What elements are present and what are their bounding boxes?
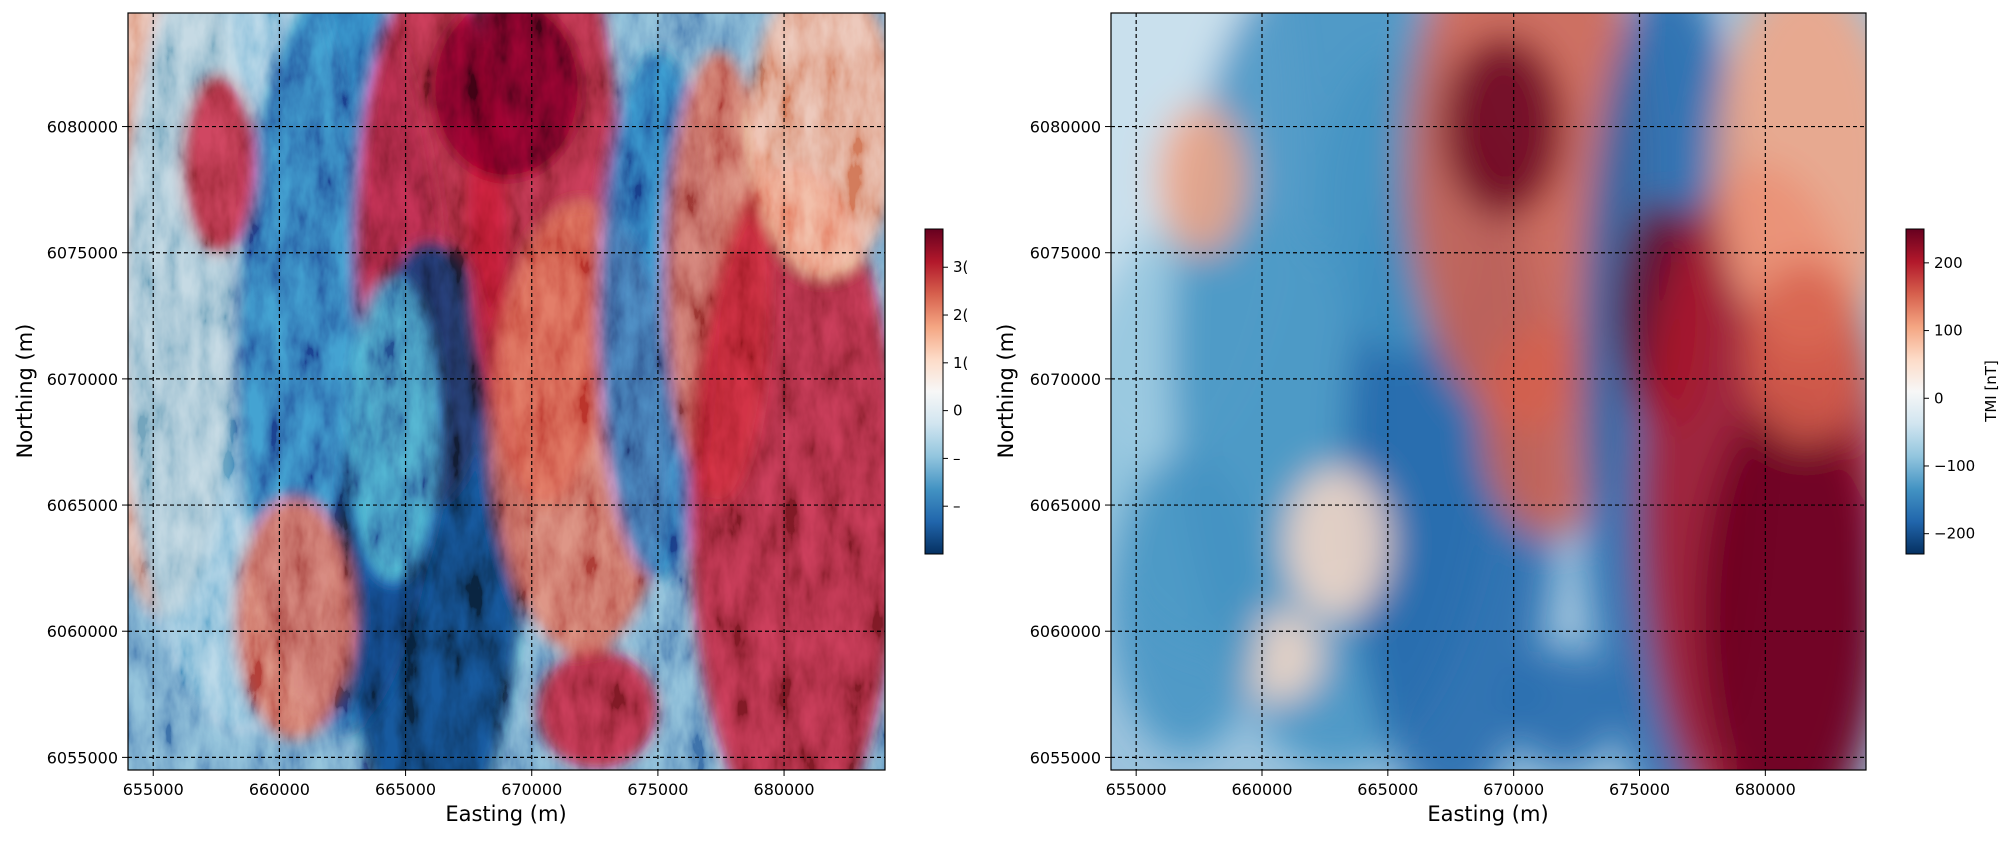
x-tick-label: 655000: [1106, 780, 1167, 799]
colorbar-tick-label: 100: [1934, 322, 1963, 340]
x-axis-label: Easting (m): [1427, 802, 1548, 826]
tmi-panel: 655000 660000 665000 670000 675000 680000 605…: [994, 12, 2000, 826]
x-tick-label: 655000: [123, 780, 184, 799]
x-ticks: 655000 660000 665000 670000 675000 680000: [1106, 770, 1796, 799]
y-tick-label: 6070000: [1030, 370, 1101, 389]
hillshade-texture: [128, 13, 885, 770]
colorbar-tick-label: 1(: [953, 354, 968, 372]
y-tick-label: 6075000: [47, 244, 118, 263]
x-axis-label: Easting (m): [445, 802, 566, 826]
x-ticks: 655000 660000 665000 670000 675000 680000: [123, 770, 815, 799]
colorbar-tick-label: −200: [1934, 525, 1975, 543]
axes-frame: [127, 12, 886, 771]
anomaly-blob: [1156, 103, 1247, 256]
y-axis-label: Northing (m): [13, 324, 37, 459]
y-tick-label: 6080000: [47, 118, 118, 137]
colorbar-tick-label: –: [953, 497, 961, 515]
colorbar-label: TMI [nT]: [1982, 360, 2000, 423]
x-tick-label: 675000: [1609, 780, 1670, 799]
x-tick-label: 680000: [1735, 780, 1796, 799]
y-ticks: 6055000 6060000 6065000 6070000 6075000 60800…: [1030, 118, 1111, 767]
colorbar-ticks: −200 −100 0 100 200: [1924, 254, 1975, 543]
x-tick-label: 665000: [375, 780, 436, 799]
anomaly-blob: [1284, 467, 1391, 619]
colorbar-tick-label: 200: [1934, 254, 1963, 272]
anomaly-blob: [1699, 391, 1866, 770]
y-tick-label: 6065000: [47, 496, 118, 515]
x-tick-label: 680000: [754, 780, 815, 799]
anomaly-blob: [1511, 648, 1617, 770]
grid-lines: [1111, 13, 1866, 770]
hillshade-panel: 655000 660000 665000 670000 675000 680000 605…: [13, 12, 968, 826]
y-tick-label: 6075000: [1030, 244, 1101, 263]
x-tick-label: 675000: [627, 780, 688, 799]
grid-lines: [128, 13, 885, 770]
y-tick-label: 6055000: [47, 748, 118, 767]
axes-frame: [1110, 12, 1867, 771]
colorbar-tick-label: −100: [1934, 457, 1975, 475]
colorbar: – – 0 1( 2( 3(: [924, 228, 968, 555]
x-tick-label: 660000: [1231, 780, 1292, 799]
colorbar-gradient: [1905, 228, 1925, 555]
y-tick-label: 6060000: [1030, 622, 1101, 641]
colorbar: −200 −100 0 100 200 TMI [nT]: [1905, 228, 2000, 555]
anomaly-blob: [1715, 13, 1866, 354]
colorbar-gradient: [924, 228, 944, 555]
x-tick-label: 670000: [1483, 780, 1544, 799]
x-tick-label: 665000: [1357, 780, 1418, 799]
colorbar-tick-label: 2(: [953, 306, 968, 324]
anomaly-blob: [1111, 452, 1262, 755]
y-axis-label: Northing (m): [994, 324, 1018, 459]
colorbar-tick-label: 0: [953, 402, 963, 420]
y-tick-label: 6080000: [1030, 118, 1101, 137]
colorbar-tick-label: –: [953, 449, 961, 467]
y-tick-label: 6070000: [47, 370, 118, 389]
hillshade-map-image: [128, 13, 885, 770]
x-tick-label: 670000: [501, 780, 562, 799]
y-tick-label: 6055000: [1030, 748, 1101, 767]
y-tick-label: 6065000: [1030, 496, 1101, 515]
colorbar-tick-label: 3(: [953, 258, 968, 276]
anomaly-blob: [1745, 262, 1866, 445]
y-tick-label: 6060000: [47, 622, 118, 641]
y-ticks: 6055000 6060000 6065000 6070000 6075000 60800…: [47, 118, 128, 767]
colorbar-tick-label: 0: [1934, 389, 1944, 407]
x-tick-label: 660000: [249, 780, 310, 799]
colorbar-ticks: – – 0 1( 2( 3(: [943, 258, 968, 515]
